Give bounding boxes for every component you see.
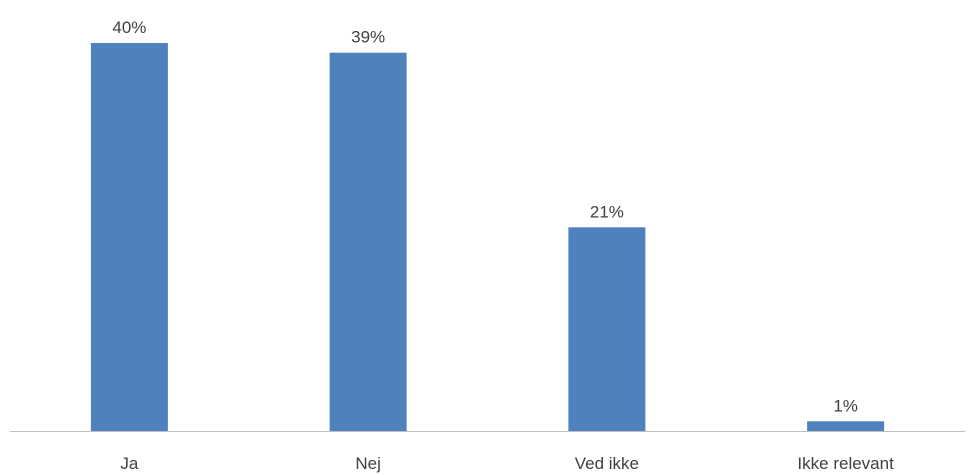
bar-ved-ikke xyxy=(568,227,646,431)
bar-nej xyxy=(329,52,407,431)
value-label: 21% xyxy=(590,202,624,221)
category-label: Nej xyxy=(355,454,381,473)
bar-ja xyxy=(90,43,168,431)
category-label: Ja xyxy=(120,454,139,473)
value-label: 40% xyxy=(112,18,146,37)
category-label: Ved ikke xyxy=(575,454,639,473)
bar-ikke-relevant xyxy=(807,421,885,431)
value-labels-group: 40% 39% 21% 1% xyxy=(112,18,858,415)
category-label: Ikke relevant xyxy=(797,454,894,473)
value-label: 39% xyxy=(351,28,385,47)
bars-group xyxy=(90,43,885,431)
category-labels-group: Ja Nej Ved ikke Ikke relevant xyxy=(120,454,894,473)
value-label: 1% xyxy=(833,396,858,415)
